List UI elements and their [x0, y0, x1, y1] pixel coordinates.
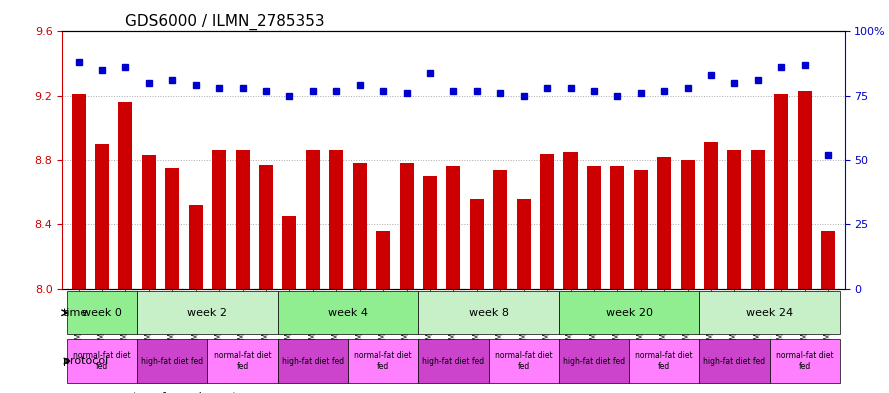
FancyBboxPatch shape	[348, 339, 418, 383]
Bar	[353, 163, 367, 289]
FancyBboxPatch shape	[700, 339, 770, 383]
Bar	[259, 165, 273, 289]
FancyBboxPatch shape	[418, 339, 489, 383]
Bar	[774, 94, 789, 289]
Text: normal-fat diet
fed: normal-fat diet fed	[636, 351, 693, 371]
FancyBboxPatch shape	[489, 339, 559, 383]
Bar	[540, 154, 554, 289]
Text: high-fat diet fed: high-fat diet fed	[563, 356, 625, 365]
Text: high-fat diet fed: high-fat diet fed	[703, 356, 765, 365]
FancyBboxPatch shape	[700, 291, 840, 334]
Bar	[751, 151, 765, 289]
Text: week 4: week 4	[328, 308, 368, 318]
Text: normal-fat diet
fed: normal-fat diet fed	[213, 351, 271, 371]
Bar	[704, 142, 718, 289]
FancyBboxPatch shape	[559, 339, 629, 383]
Bar	[118, 102, 132, 289]
Bar	[634, 170, 648, 289]
Bar	[587, 167, 601, 289]
Bar	[72, 94, 85, 289]
Bar	[657, 157, 671, 289]
FancyBboxPatch shape	[629, 339, 700, 383]
Bar	[306, 151, 320, 289]
Bar	[446, 167, 461, 289]
Bar	[564, 152, 578, 289]
Bar	[212, 151, 226, 289]
FancyBboxPatch shape	[137, 291, 277, 334]
FancyBboxPatch shape	[277, 339, 348, 383]
Text: protocol: protocol	[63, 356, 108, 366]
Text: week 24: week 24	[746, 308, 793, 318]
FancyBboxPatch shape	[67, 339, 137, 383]
Bar	[423, 176, 437, 289]
FancyBboxPatch shape	[770, 339, 840, 383]
Text: GDS6000 / ILMN_2785353: GDS6000 / ILMN_2785353	[124, 14, 324, 30]
Bar	[376, 231, 390, 289]
Bar	[142, 155, 156, 289]
Bar	[797, 91, 812, 289]
Bar	[95, 144, 109, 289]
Bar	[236, 151, 250, 289]
Text: high-fat diet fed: high-fat diet fed	[422, 356, 485, 365]
Text: normal-fat diet
fed: normal-fat diet fed	[776, 351, 834, 371]
Text: high-fat diet fed: high-fat diet fed	[282, 356, 344, 365]
FancyBboxPatch shape	[559, 291, 700, 334]
Text: normal-fat diet
fed: normal-fat diet fed	[355, 351, 412, 371]
Bar	[188, 205, 203, 289]
Bar	[493, 170, 508, 289]
Bar	[821, 231, 835, 289]
Text: week 8: week 8	[469, 308, 509, 318]
Text: normal-fat diet
fed: normal-fat diet fed	[73, 351, 131, 371]
Bar	[399, 163, 413, 289]
Bar	[611, 167, 624, 289]
FancyBboxPatch shape	[137, 339, 207, 383]
FancyBboxPatch shape	[67, 291, 137, 334]
Bar	[165, 168, 180, 289]
Bar	[283, 216, 296, 289]
Text: week 2: week 2	[188, 308, 228, 318]
Bar	[727, 151, 741, 289]
Text: week 20: week 20	[605, 308, 653, 318]
Text: transformed count: transformed count	[132, 392, 236, 393]
Bar	[517, 198, 531, 289]
Bar	[329, 151, 343, 289]
FancyBboxPatch shape	[277, 291, 418, 334]
Text: time: time	[63, 308, 88, 318]
Bar	[469, 198, 484, 289]
FancyBboxPatch shape	[418, 291, 559, 334]
Bar	[681, 160, 694, 289]
Text: high-fat diet fed: high-fat diet fed	[141, 356, 204, 365]
Text: week 0: week 0	[82, 308, 122, 318]
Text: normal-fat diet
fed: normal-fat diet fed	[495, 351, 552, 371]
FancyBboxPatch shape	[207, 339, 277, 383]
